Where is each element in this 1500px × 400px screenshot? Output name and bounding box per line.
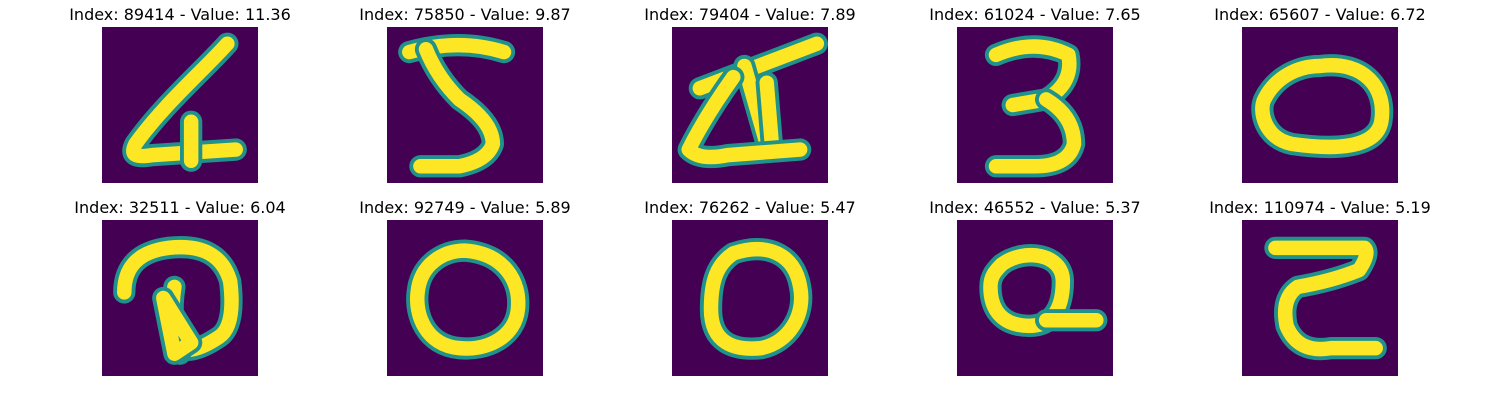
panel-title: Index: 110974 - Value: 5.19 bbox=[1209, 198, 1431, 217]
digit-image bbox=[102, 220, 258, 376]
digit-image bbox=[1242, 220, 1398, 376]
digit-stroke bbox=[413, 42, 501, 174]
digit-stroke bbox=[117, 239, 239, 357]
digit-stroke bbox=[126, 36, 243, 164]
panel-title: Index: 65607 - Value: 6.72 bbox=[1214, 5, 1426, 24]
panel-title: Index: 46552 - Value: 5.37 bbox=[929, 198, 1141, 217]
digit-stroke bbox=[1268, 240, 1383, 357]
panel-title: Index: 89414 - Value: 11.36 bbox=[69, 5, 291, 24]
panel: Index: 61024 - Value: 7.65 bbox=[885, 5, 1185, 190]
digit-image bbox=[957, 220, 1113, 376]
panel: Index: 75850 - Value: 9.87 bbox=[315, 5, 615, 190]
panel: Index: 76262 - Value: 5.47 bbox=[600, 198, 900, 383]
digit-stroke bbox=[983, 247, 1071, 334]
panel-title: Index: 32511 - Value: 6.04 bbox=[74, 198, 286, 217]
digit-image bbox=[102, 27, 258, 183]
digit-image bbox=[387, 27, 543, 183]
panel: Index: 32511 - Value: 6.04 bbox=[30, 198, 330, 383]
digit-stroke bbox=[410, 243, 526, 356]
digit-stroke bbox=[759, 75, 780, 157]
panel: Index: 89414 - Value: 11.36 bbox=[30, 5, 330, 190]
digit-image bbox=[672, 27, 828, 183]
digit-image bbox=[672, 220, 828, 376]
panel-title: Index: 75850 - Value: 9.87 bbox=[359, 5, 571, 24]
digit-image bbox=[1242, 27, 1398, 183]
panel: Index: 79404 - Value: 7.89 bbox=[600, 5, 900, 190]
digit-stroke bbox=[681, 69, 808, 165]
digit-stroke bbox=[156, 290, 199, 361]
digit-stroke bbox=[988, 39, 1077, 113]
digit-stroke bbox=[1255, 58, 1390, 155]
panel-title: Index: 61024 - Value: 7.65 bbox=[929, 5, 1141, 24]
panel: Index: 92749 - Value: 5.89 bbox=[315, 198, 615, 383]
panel: Index: 46552 - Value: 5.37 bbox=[885, 198, 1185, 383]
digit-stroke bbox=[988, 92, 1082, 174]
panel-title: Index: 92749 - Value: 5.89 bbox=[359, 198, 571, 217]
panel: Index: 110974 - Value: 5.19 bbox=[1170, 198, 1470, 383]
panel-title: Index: 76262 - Value: 5.47 bbox=[644, 198, 856, 217]
panel: Index: 65607 - Value: 6.72 bbox=[1170, 5, 1470, 190]
digit-image bbox=[957, 27, 1113, 183]
digit-image bbox=[387, 220, 543, 376]
panel-title: Index: 79404 - Value: 7.89 bbox=[644, 5, 856, 24]
digit-stroke bbox=[703, 242, 809, 356]
